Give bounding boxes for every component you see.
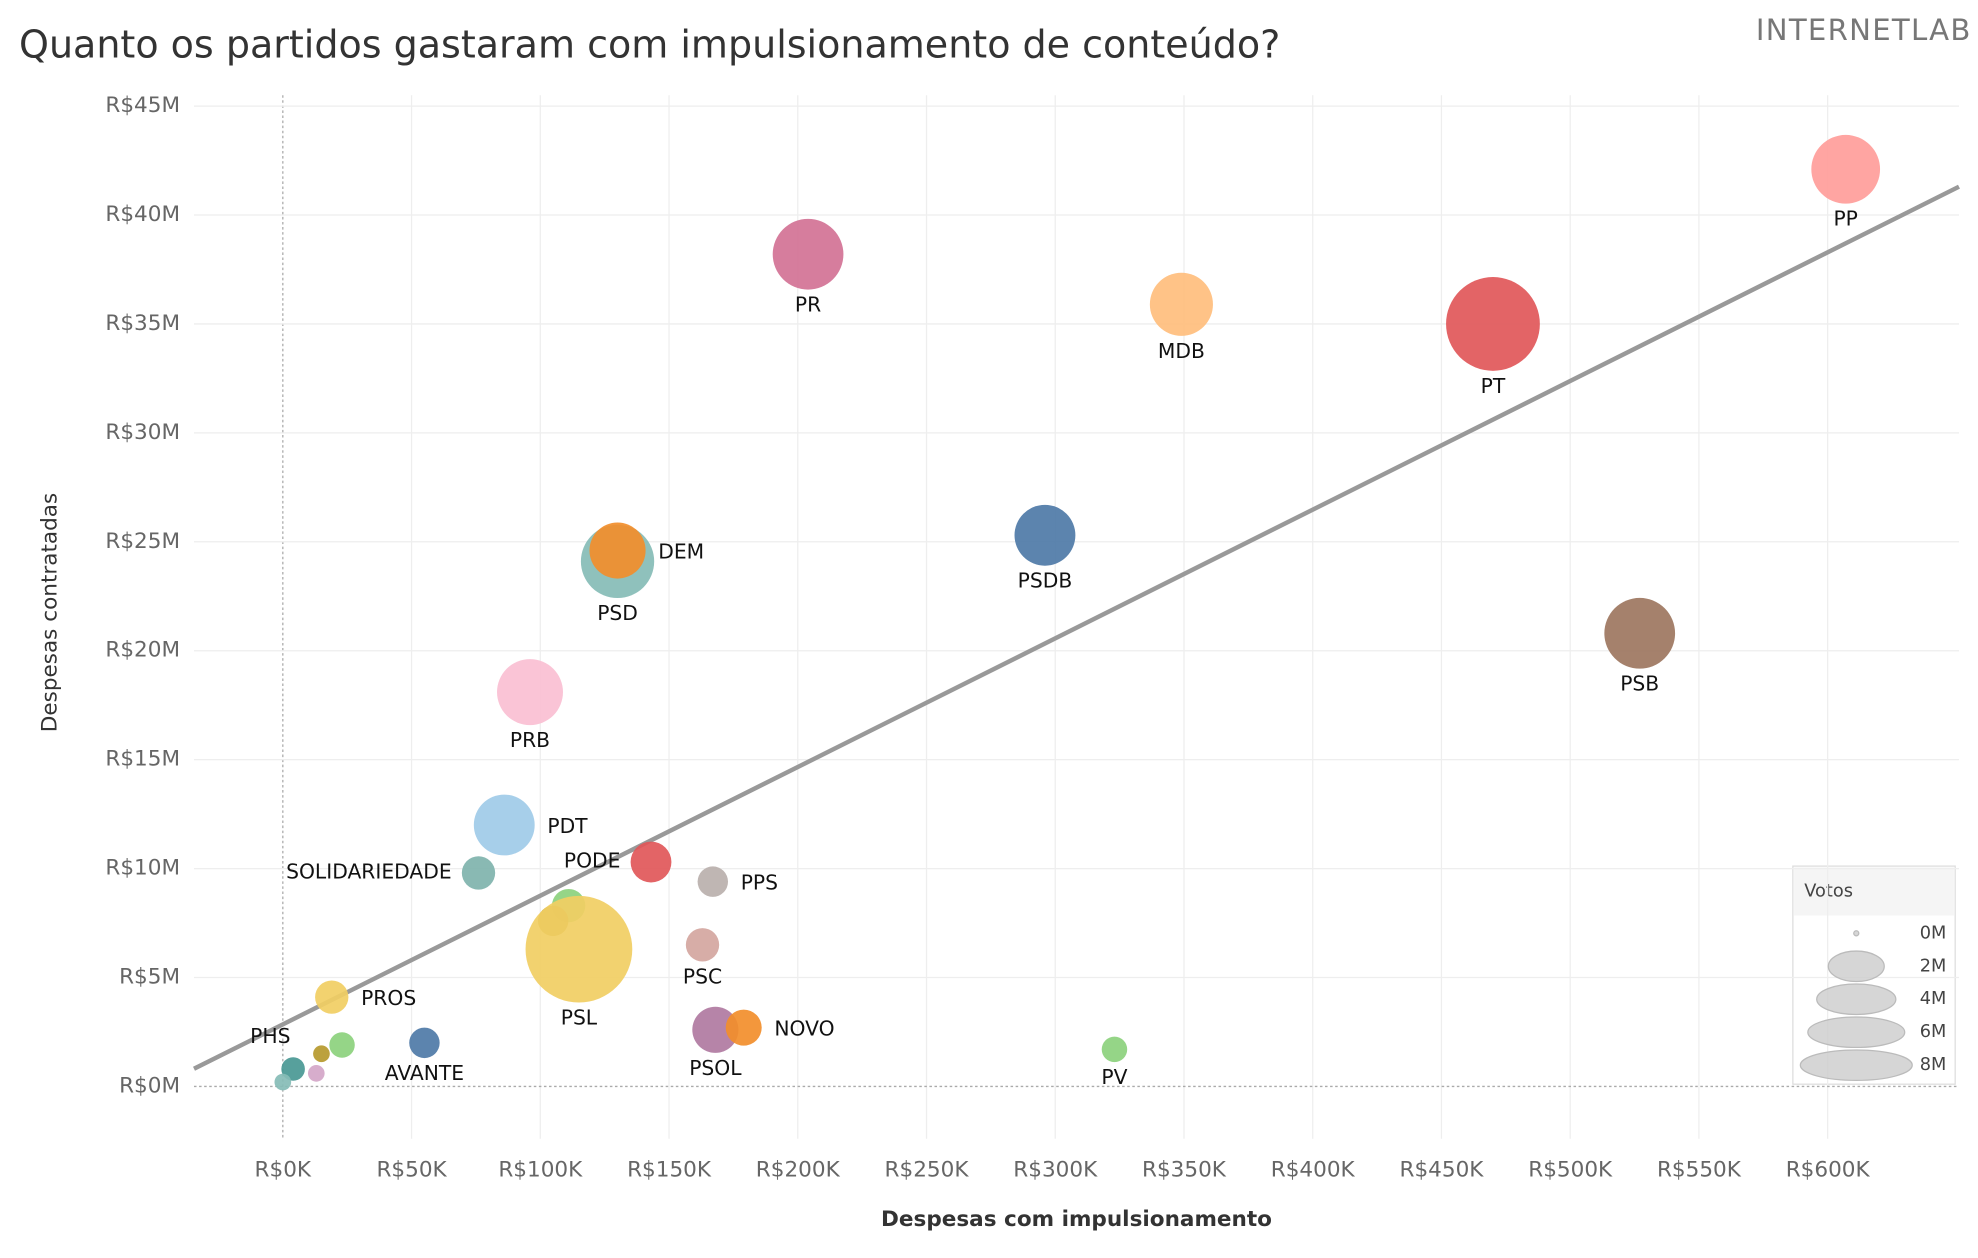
legend-size [1799, 1049, 1913, 1082]
bubble [315, 980, 349, 1014]
bubble [589, 522, 646, 579]
x-tick-label: R$300K [1013, 1157, 1098, 1182]
chart-title: Quanto os partidos gastaram com impulsio… [19, 23, 1280, 67]
x-tick-label: R$200K [756, 1157, 841, 1182]
legend-header [1794, 867, 1954, 916]
legend-title: Votos [1804, 881, 1853, 901]
point-label: NOVO [774, 1017, 834, 1041]
bubble [313, 1045, 330, 1063]
point-label: PT [1481, 374, 1506, 398]
point-label: DEM [658, 540, 704, 564]
y-tick-label: R$5M [119, 965, 180, 990]
x-tick-label: R$500K [1528, 1157, 1613, 1182]
point-label: PODE [564, 849, 621, 873]
x-tick-label: R$450K [1399, 1157, 1484, 1182]
y-tick-label: R$40M [105, 202, 180, 227]
x-tick-label: R$0K [255, 1157, 312, 1182]
legend-label: 6M [1920, 1022, 1947, 1042]
x-tick-label: R$550K [1657, 1157, 1742, 1182]
bubble [1014, 504, 1076, 566]
bubble [1604, 597, 1676, 669]
bubble [725, 1009, 762, 1046]
bubble [772, 218, 844, 290]
bubble [1446, 277, 1540, 371]
x-tick-label: R$600K [1786, 1157, 1871, 1182]
x-tick-label: R$100K [498, 1157, 583, 1182]
bubble [409, 1027, 440, 1059]
bubble [307, 1065, 325, 1082]
logo: INTERNETLAB [1756, 13, 1972, 47]
x-axis-title: Despesas com impulsionamento [881, 1207, 1272, 1232]
point-label: SOLIDARIEDADE [286, 859, 452, 883]
bubble [1101, 1036, 1128, 1063]
y-tick-label: R$45M [105, 93, 180, 118]
trend-line [193, 184, 1960, 1071]
bubble [697, 866, 729, 897]
bubble [1149, 272, 1213, 336]
legend-label: 2M [1920, 956, 1947, 976]
point-label: PRB [510, 728, 550, 752]
y-tick-label: R$15M [105, 747, 180, 772]
legend-size [1807, 1016, 1906, 1049]
x-tick-label: R$350K [1142, 1157, 1227, 1182]
point-label: PSDB [1018, 569, 1073, 593]
y-tick-label: R$20M [105, 638, 180, 663]
point-label: PPS [741, 871, 778, 895]
point-label: PR [795, 293, 821, 317]
point-label: PSB [1620, 672, 1659, 696]
bubble [630, 841, 672, 883]
point-label: MDB [1158, 339, 1205, 363]
bubble [473, 794, 535, 856]
point-label: PSL [561, 1006, 598, 1030]
bubble [685, 928, 720, 962]
bubble [525, 895, 633, 1003]
y-tick-label: R$25M [105, 529, 180, 554]
y-tick-label: R$35M [105, 311, 180, 336]
y-tick-label: R$10M [105, 856, 180, 881]
point-label: PSOL [689, 1056, 742, 1080]
legend-size [1816, 983, 1897, 1016]
legend-size [1853, 930, 1860, 937]
bubble [692, 1006, 739, 1053]
point-label: PROS [361, 986, 416, 1010]
bubble [329, 1032, 355, 1058]
legend-label: 8M [1920, 1055, 1947, 1075]
grid [193, 95, 1959, 1139]
y-tick-label: R$30M [105, 420, 180, 445]
bubble [1811, 134, 1881, 204]
point-label: PHS [250, 1024, 290, 1048]
x-tick-label: R$50K [376, 1157, 447, 1182]
y-axis-title: Despesas contratadas [38, 493, 63, 732]
bubble [497, 659, 563, 726]
x-tick-label: R$150K [627, 1157, 712, 1182]
point-label: AVANTE [385, 1061, 464, 1085]
point-label: PSD [597, 601, 638, 625]
point-label: PP [1833, 207, 1857, 231]
x-tick-label: R$250K [885, 1157, 970, 1182]
point-label: PSC [683, 964, 722, 988]
point-label: PDT [547, 814, 588, 838]
x-tick-label: R$400K [1271, 1157, 1356, 1182]
point-label: PV [1101, 1065, 1127, 1089]
y-tick-label: R$0M [119, 1073, 180, 1098]
bubble [274, 1073, 292, 1091]
legend-label: 4M [1920, 989, 1947, 1009]
legend-size [1827, 950, 1885, 983]
legend-label: 0M [1920, 923, 1947, 943]
bubble [281, 1057, 305, 1081]
bubble [461, 856, 496, 890]
